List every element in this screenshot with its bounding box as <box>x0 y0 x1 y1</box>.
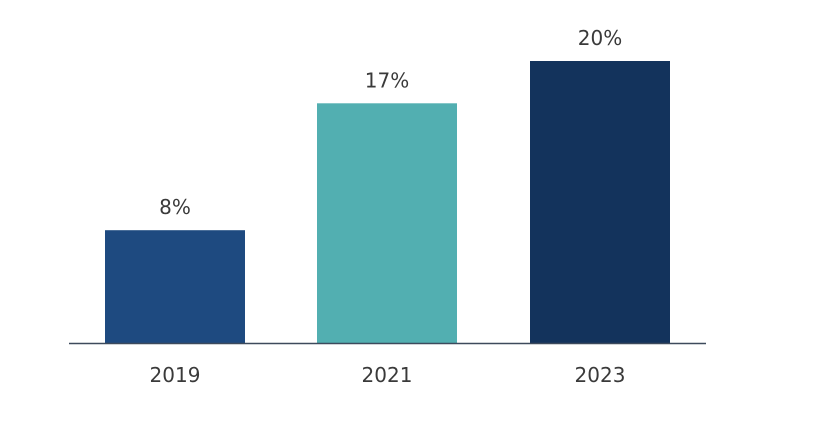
data-labels-group: 8% 17% 20% <box>159 26 622 219</box>
data-label-2021: 17% <box>365 68 409 92</box>
bars-group <box>105 61 670 343</box>
bar-2023 <box>530 61 670 343</box>
x-tick-labels-group: 2019 2021 2023 <box>150 363 626 387</box>
data-label-2019: 8% <box>159 195 191 219</box>
data-label-2023: 20% <box>578 26 622 50</box>
x-tick-label-2019: 2019 <box>150 363 201 387</box>
bar-2019 <box>105 230 245 343</box>
x-tick-label-2023: 2023 <box>575 363 626 387</box>
x-tick-label-2021: 2021 <box>362 363 413 387</box>
bar-2021 <box>317 103 457 343</box>
